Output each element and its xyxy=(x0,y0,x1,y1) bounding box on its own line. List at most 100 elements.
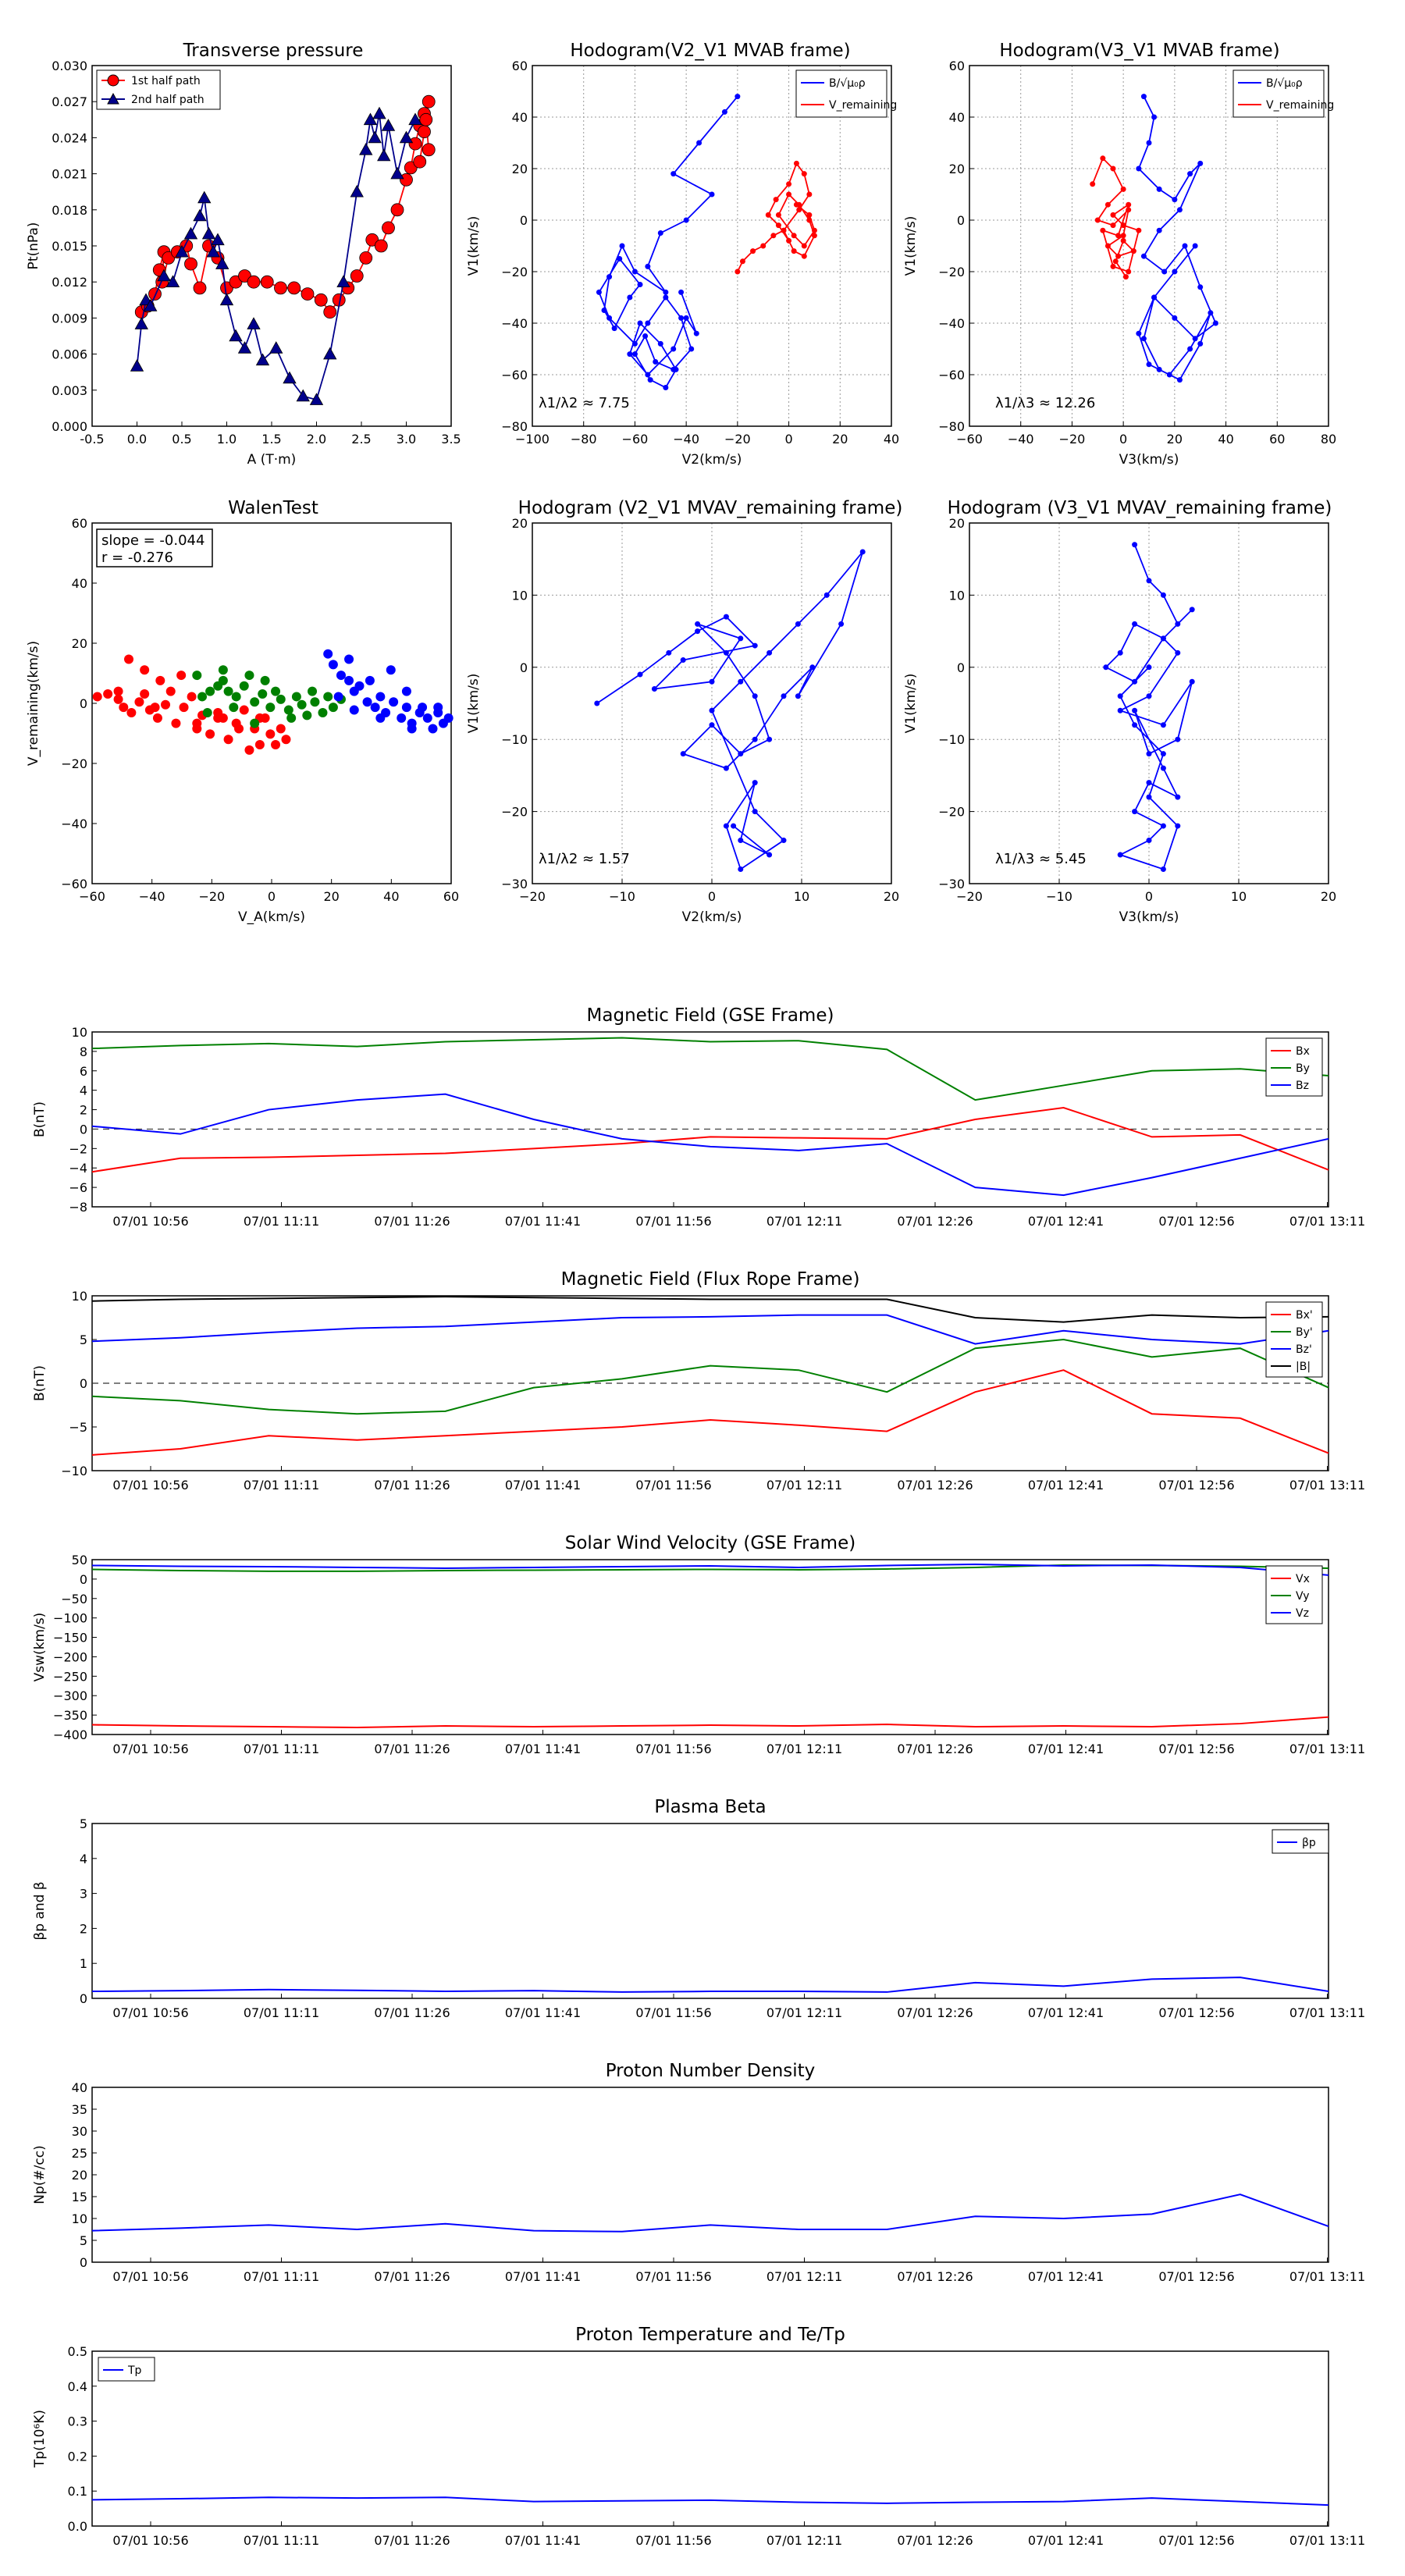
data-point xyxy=(206,244,220,258)
data-point xyxy=(1189,607,1195,613)
data-point xyxy=(171,718,181,728)
data-point xyxy=(183,226,198,240)
data-point xyxy=(297,699,307,710)
y-tick-label: 0.027 xyxy=(52,94,87,109)
data-point xyxy=(1120,233,1126,239)
y-tick-label: 0 xyxy=(957,660,965,675)
x-tick-label: 07/01 12:26 xyxy=(897,2269,973,2284)
x-tick-label: 07/01 12:11 xyxy=(767,1478,842,1493)
x-tick-label: 07/01 11:26 xyxy=(374,2005,450,2020)
data-point xyxy=(750,248,756,254)
data-point xyxy=(1208,310,1214,316)
x-axis-label: V_A(km/s) xyxy=(238,909,305,925)
y-tick-label: 35 xyxy=(72,2102,87,2117)
y-axis-label: B(nT) xyxy=(32,1101,48,1137)
y-tick-label: −60 xyxy=(61,877,87,891)
data-point xyxy=(631,351,638,358)
data-point xyxy=(1140,336,1147,342)
y-tick-label: 0.2 xyxy=(68,2449,87,2464)
data-point xyxy=(1100,155,1106,162)
y-tick-label: 0.021 xyxy=(52,167,87,182)
data-point xyxy=(767,852,773,858)
series-line xyxy=(1091,157,1140,278)
data-point xyxy=(709,678,715,685)
y-tick-label: 1 xyxy=(80,1956,87,1971)
legend-label: V_remaining xyxy=(829,99,897,112)
legend-label: βp xyxy=(1302,1837,1316,1849)
data-point xyxy=(765,212,771,218)
data-point xyxy=(254,740,265,750)
data-point xyxy=(806,217,813,223)
data-point xyxy=(1176,207,1183,213)
data-point xyxy=(1160,866,1166,873)
data-point xyxy=(197,692,208,702)
data-point xyxy=(1175,736,1181,742)
data-point xyxy=(269,341,283,354)
data-point xyxy=(309,393,324,405)
data-point xyxy=(1100,227,1106,233)
y-tick-label: 20 xyxy=(512,162,528,176)
data-point xyxy=(134,697,144,707)
data-point xyxy=(239,681,249,691)
data-point xyxy=(693,330,699,336)
data-point xyxy=(791,248,797,254)
walen-r-label: r = -0.276 xyxy=(101,550,173,566)
data-point xyxy=(283,371,297,384)
legend-label: Tp xyxy=(127,2364,142,2377)
data-point xyxy=(811,227,817,233)
data-point xyxy=(770,233,777,239)
y-tick-label: −20 xyxy=(501,805,528,820)
panel-timeseries-0: Magnetic Field (GSE Frame) −8 −6 −4 −2 0 2 4 6 8 1… xyxy=(32,1005,1365,1229)
x-tick-label: 07/01 12:11 xyxy=(767,2533,842,2548)
data-point xyxy=(205,729,215,739)
data-point xyxy=(176,671,187,681)
x-tick-label: 60 xyxy=(1269,432,1285,447)
y-tick-label: −20 xyxy=(938,265,965,279)
data-point xyxy=(375,692,386,702)
y-tick-label: 0 xyxy=(520,213,528,228)
y-tick-label: 0.012 xyxy=(52,275,87,290)
legend: βp xyxy=(1272,1829,1329,1854)
data-point xyxy=(823,592,830,598)
x-tick-label: 0.0 xyxy=(127,432,147,447)
x-tick-label: −80 xyxy=(571,432,597,447)
data-point xyxy=(657,230,663,236)
y-axis-label: V1(km/s) xyxy=(903,674,919,734)
plot-frame xyxy=(532,65,892,427)
x-axis-label: V2(km/s) xyxy=(682,909,742,925)
data-point xyxy=(606,315,613,321)
x-tick-label: 07/01 11:11 xyxy=(244,1478,319,1493)
y-tick-label: 8 xyxy=(80,1044,87,1059)
data-point xyxy=(218,665,228,675)
data-point xyxy=(179,703,189,713)
data-point xyxy=(407,724,417,734)
y-tick-label: −150 xyxy=(53,1631,87,1646)
y-tick-label: −80 xyxy=(501,419,528,434)
data-point xyxy=(1182,243,1188,249)
data-point xyxy=(308,686,318,696)
x-tick-label: −20 xyxy=(198,889,225,904)
x-tick-label: 07/01 12:26 xyxy=(897,1742,973,1756)
x-tick-label: 07/01 11:11 xyxy=(244,2269,319,2284)
data-point xyxy=(113,686,123,696)
data-point xyxy=(795,693,801,699)
data-point xyxy=(323,305,337,319)
x-tick-label: −20 xyxy=(1059,432,1086,447)
panel-timeseries-4: Proton Number Density 0 5 10 15 20 25 30 35 40 Np(… xyxy=(32,2061,1365,2284)
data-point xyxy=(1115,253,1122,259)
legend-box xyxy=(1232,69,1325,118)
data-point xyxy=(314,293,328,307)
data-point xyxy=(350,184,364,197)
data-point xyxy=(811,233,817,239)
y-tick-label: −60 xyxy=(938,368,965,382)
data-point xyxy=(344,675,354,685)
timeseries-title: Magnetic Field (Flux Rope Frame) xyxy=(561,1269,860,1290)
x-tick-label: 07/01 10:56 xyxy=(112,2005,188,2020)
y-tick-label: 0.4 xyxy=(68,2379,87,2394)
data-point xyxy=(271,686,281,696)
data-point xyxy=(1189,678,1195,685)
x-tick-label: 07/01 11:41 xyxy=(505,2533,581,2548)
x-tick-label: 07/01 11:26 xyxy=(374,2269,450,2284)
data-point xyxy=(653,359,659,365)
